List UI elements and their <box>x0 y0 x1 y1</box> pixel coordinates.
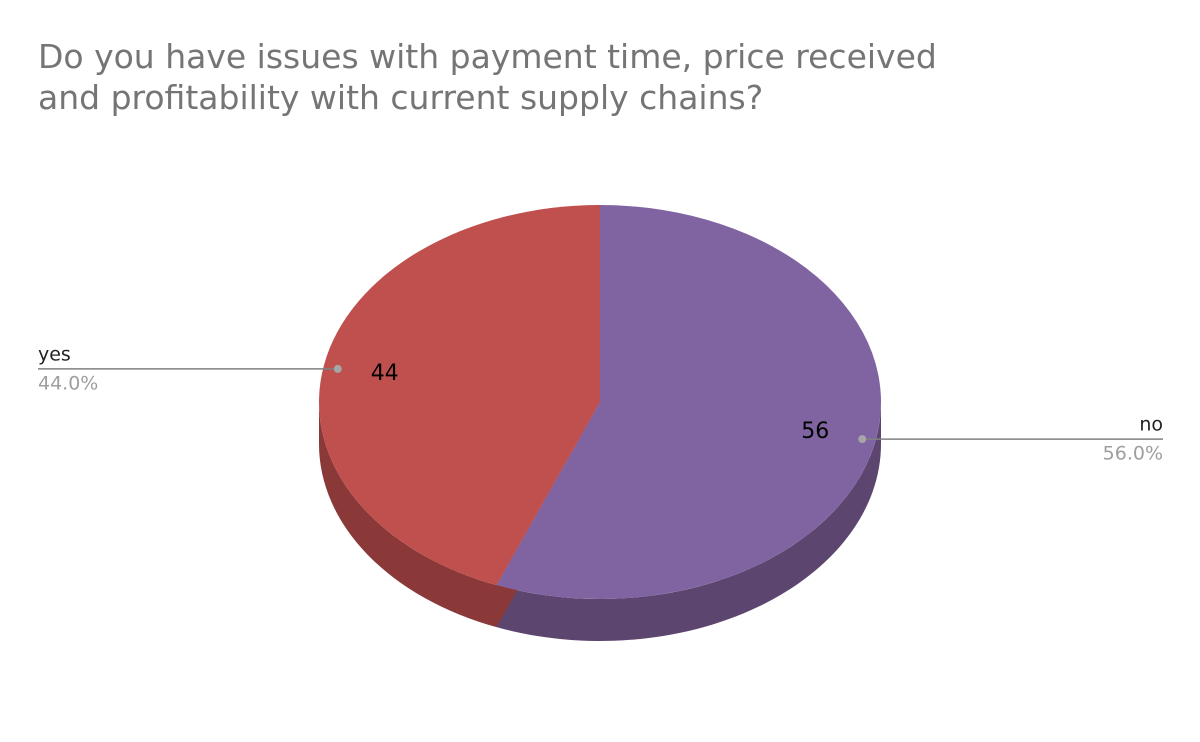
slice-side <box>319 402 497 628</box>
pie-slice <box>496 205 881 599</box>
percent-label: 44.0% <box>38 372 98 394</box>
category-label: yes <box>38 343 71 365</box>
value-label: 44 <box>371 361 399 386</box>
leader-dot <box>858 435 867 444</box>
slice-side <box>496 402 881 641</box>
pie-slice <box>318 205 600 586</box>
category-label: no <box>1139 414 1163 436</box>
chart-title: Do you have issues with payment time, pr… <box>38 37 937 117</box>
leader-dot <box>333 364 342 373</box>
percent-label: 56.0% <box>1103 443 1163 465</box>
value-label: 56 <box>801 419 829 444</box>
